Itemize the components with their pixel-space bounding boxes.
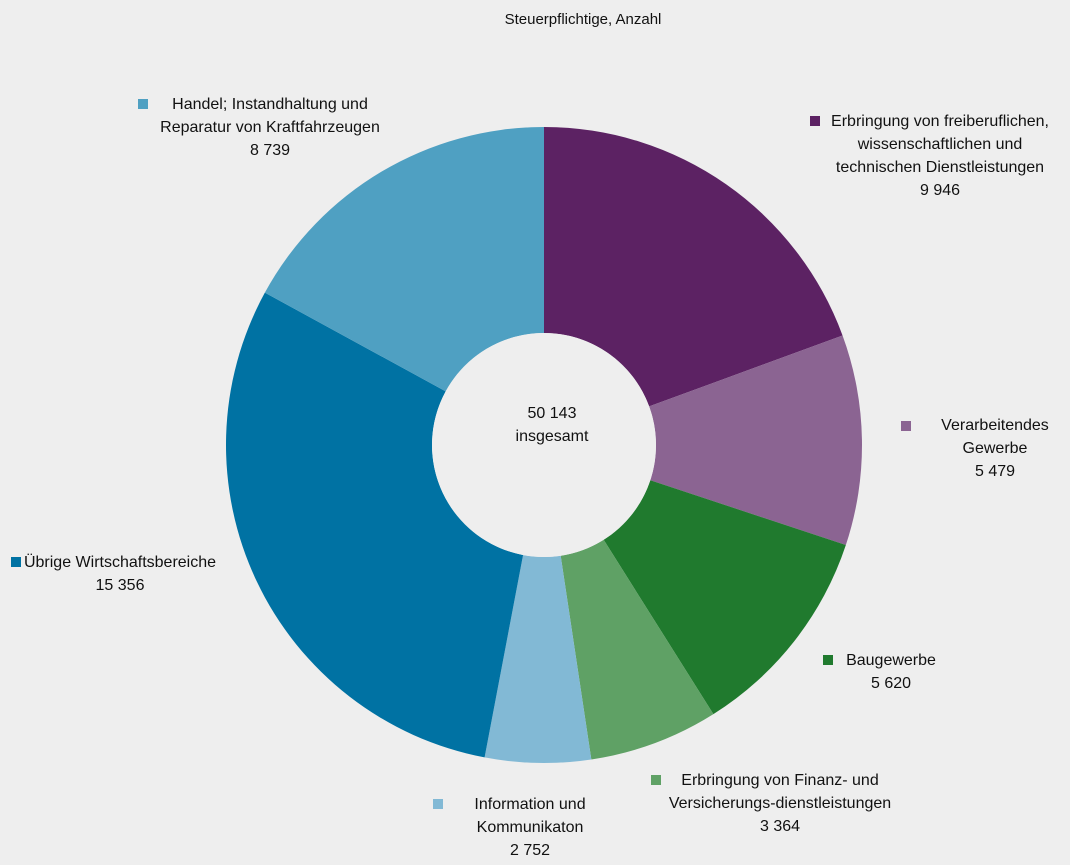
value-label: 15 356 (95, 577, 145, 594)
center-text: 50 143 (527, 405, 577, 422)
donut-segment (560, 539, 714, 760)
value-label: 5 479 (974, 463, 1016, 480)
donut-segment (544, 127, 843, 407)
donut-segment (264, 127, 544, 392)
value-label: 8 739 (249, 142, 291, 159)
legend-marker (651, 775, 661, 785)
donut-segment (484, 555, 592, 764)
category-label: Übrige Wirtschaftsbereiche (23, 554, 217, 571)
category-label: Handel; Instandhaltung und Reparatur von… (160, 96, 380, 136)
data-label: Erbringung von freiberuflichen, wissensc… (825, 110, 1055, 202)
category-label: Verarbeitendes Gewerbe (941, 417, 1049, 457)
legend-marker (901, 421, 911, 431)
data-label: Baugewerbe 5 620 (826, 649, 956, 695)
legend-marker (823, 655, 833, 665)
category-label: Baugewerbe (846, 652, 936, 669)
data-label: Übrige Wirtschaftsbereiche 15 356 (20, 551, 220, 597)
legend-marker (433, 799, 443, 809)
legend-marker (11, 557, 21, 567)
value-label: 5 620 (870, 675, 912, 692)
category-label: Erbringung von Finanz- und Versicherungs… (668, 772, 892, 812)
data-label: Verarbeitendes Gewerbe 5 479 (915, 414, 1070, 483)
chart-title: Steuerpflichtige, Anzahl (504, 11, 662, 28)
category-label: Information und Kommunikaton (474, 796, 586, 836)
value-label: 2 752 (509, 842, 551, 859)
value-label: 9 946 (919, 182, 961, 199)
donut-segment (649, 335, 862, 546)
donut-segment (225, 292, 524, 758)
data-label: Information und Kommunikaton 2 752 (445, 793, 615, 862)
legend-marker (138, 99, 148, 109)
data-label: Erbringung von Finanz- und Versicherungs… (665, 769, 895, 838)
donut-segment (603, 480, 846, 715)
legend-marker (810, 116, 820, 126)
value-label: 3 364 (759, 818, 801, 835)
donut-hole (432, 333, 656, 557)
data-label: Handel; Instandhaltung und Reparatur von… (145, 93, 395, 162)
category-label: Erbringung von freiberuflichen, wissensc… (831, 113, 1049, 176)
center-text: insgesamt (515, 428, 589, 445)
